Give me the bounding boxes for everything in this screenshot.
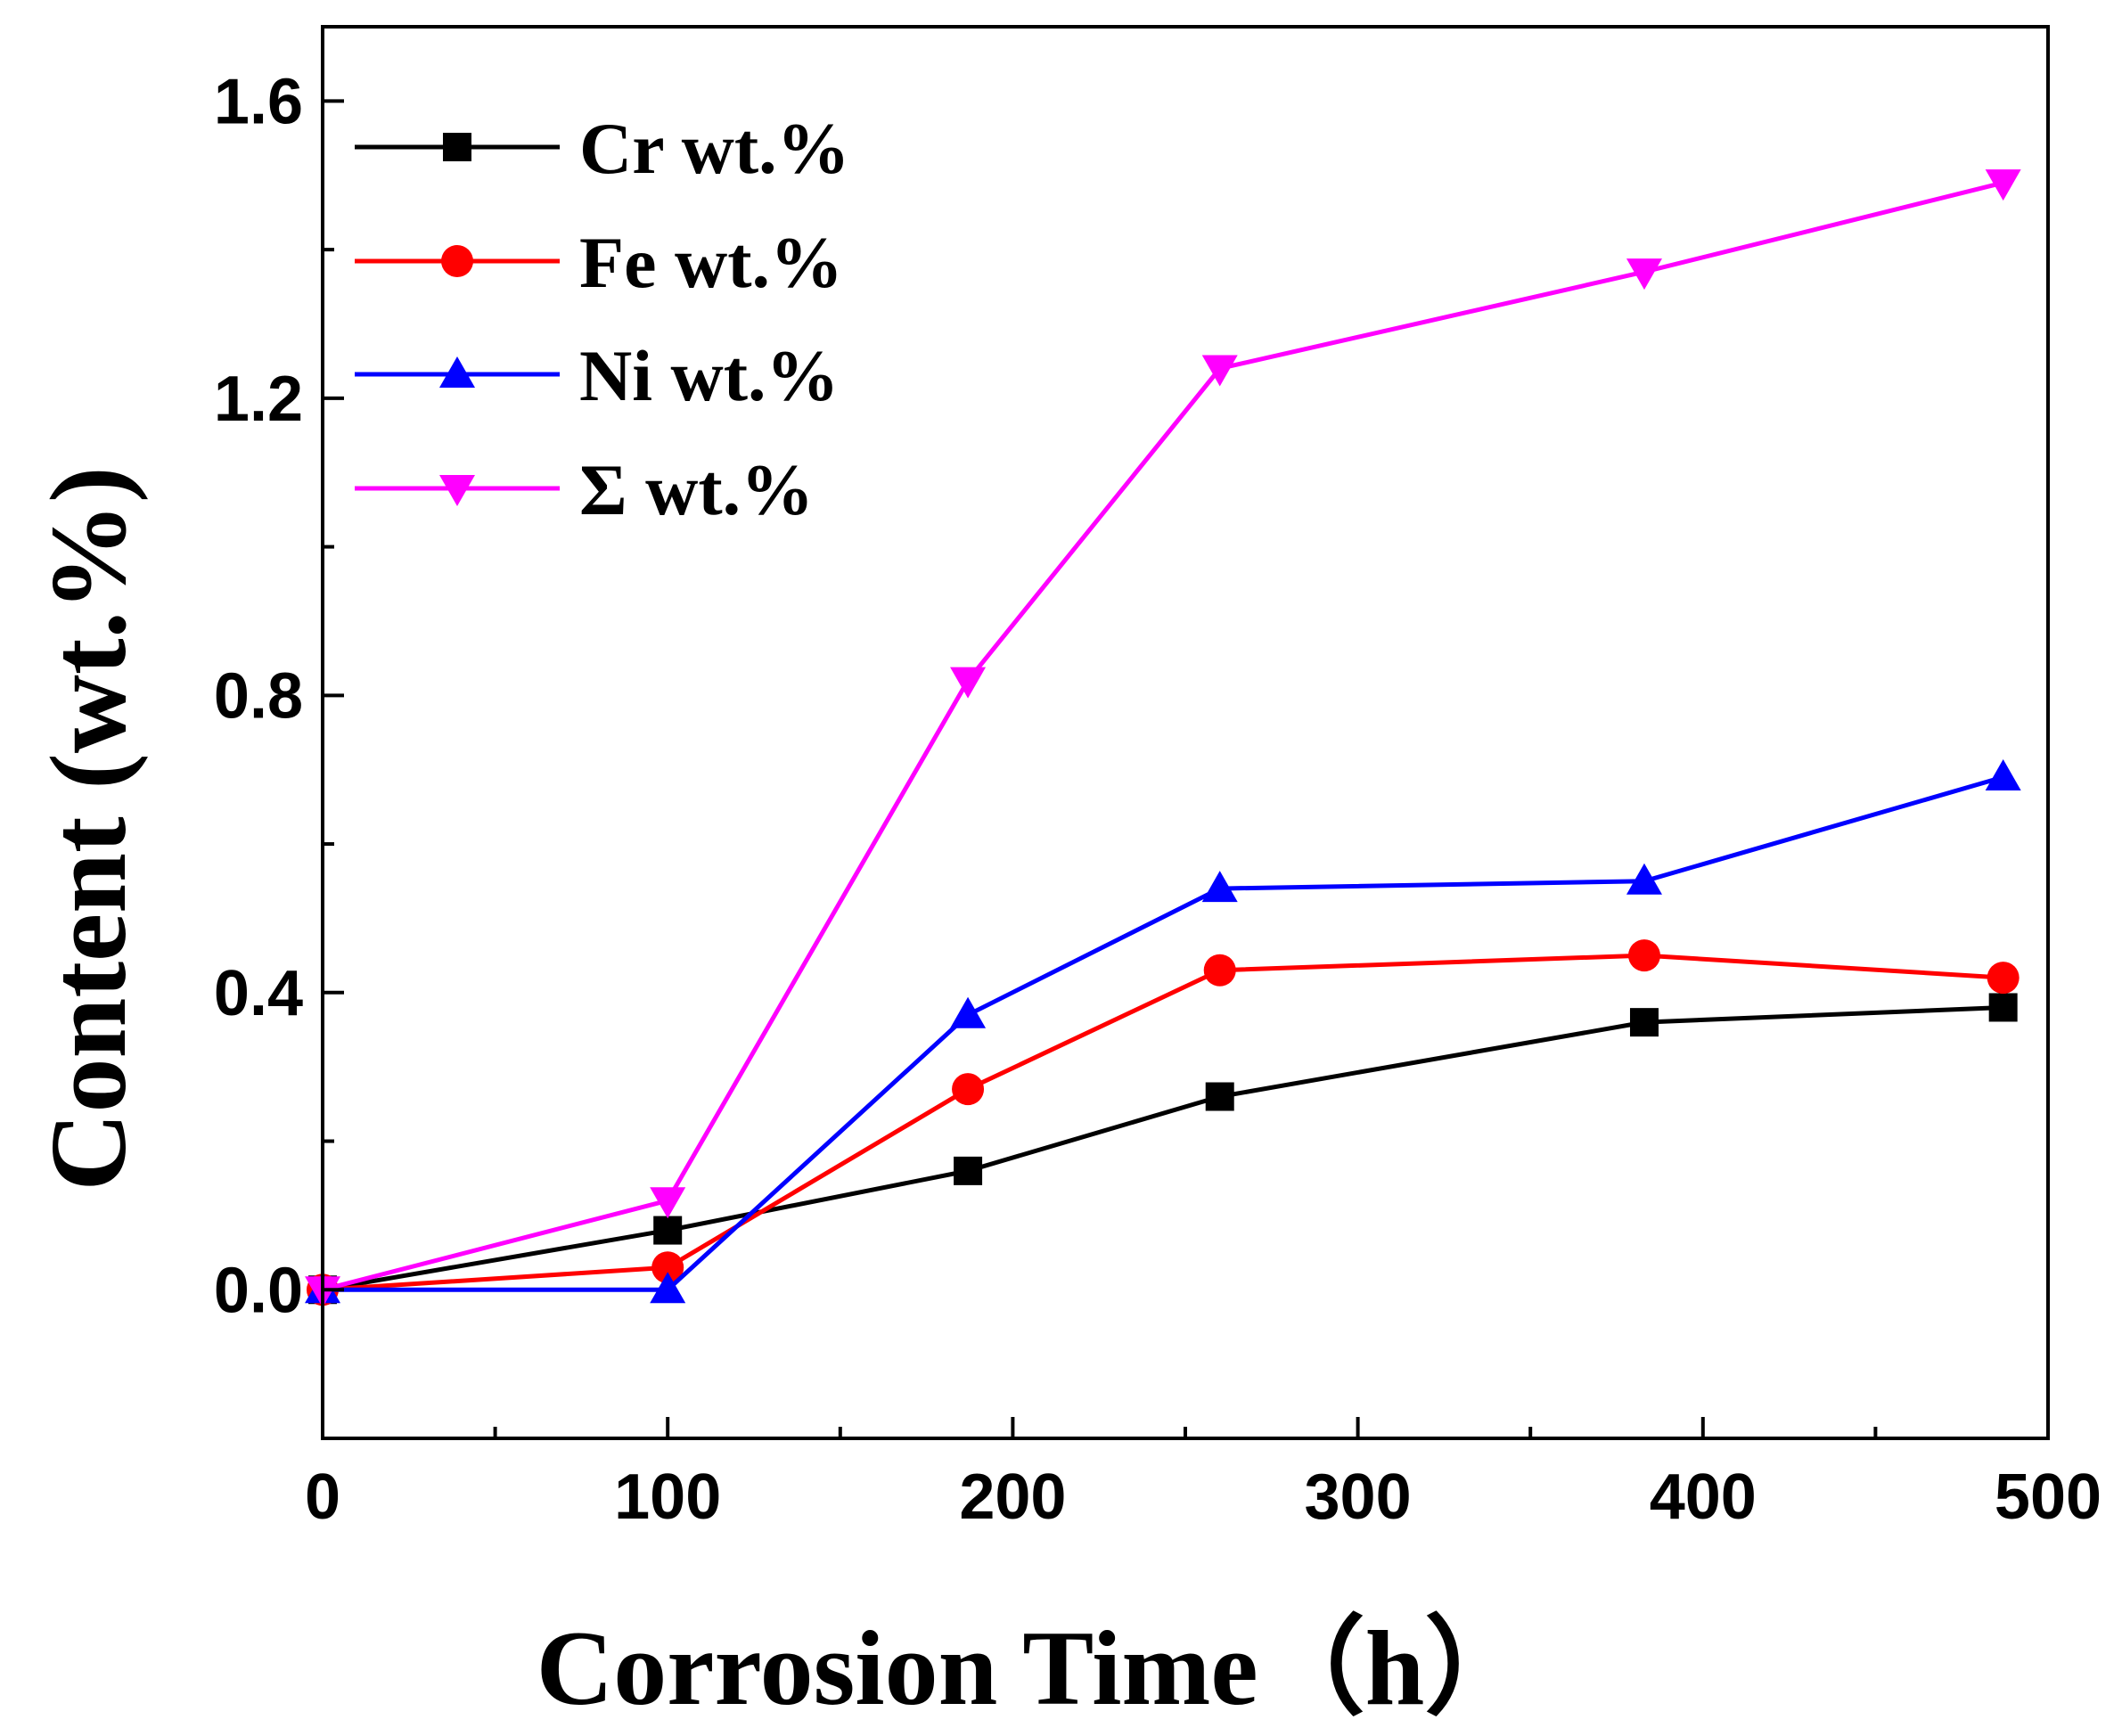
series-line	[322, 180, 2004, 1292]
data-point	[950, 667, 987, 699]
legend: Cr wt.% Fe wt.% Ni wt.% Σ wt.%	[355, 108, 850, 530]
x-axis-title: Corrosion Time（h）	[537, 1609, 1532, 1727]
data-point	[1985, 169, 2021, 201]
legend-item: Ni wt.%	[355, 335, 840, 416]
data-point	[650, 1187, 686, 1219]
data-point	[1627, 939, 1660, 972]
data-point	[954, 1156, 983, 1185]
y-tick-label: 0.8	[214, 660, 303, 732]
data-point	[1203, 954, 1236, 987]
y-tick-label: 1.6	[214, 66, 303, 137]
x-tick-label: 500	[1995, 1462, 2102, 1533]
legend-label: Fe wt.%	[579, 222, 843, 303]
y-tick-label: 0.4	[214, 958, 303, 1029]
data-point	[1201, 871, 1238, 903]
x-tick-label: 200	[959, 1462, 1066, 1533]
data-point	[1629, 1008, 1659, 1037]
data-point	[1205, 1082, 1234, 1111]
data-point	[650, 1272, 686, 1304]
legend-item: Fe wt.%	[355, 222, 843, 303]
series-1	[307, 939, 2020, 1306]
data-point	[653, 1216, 683, 1245]
legend-marker	[441, 245, 473, 277]
data-point	[1626, 258, 1662, 291]
legend-marker	[439, 356, 475, 388]
axis-ticks: 0 100 200 300 400 500 0.0 0.4 0.8 1.2 1.6	[214, 66, 2102, 1533]
data-point	[1987, 962, 2020, 995]
series-line	[322, 1004, 2003, 1292]
legend-label: Cr wt.%	[579, 108, 850, 189]
x-tick-label: 300	[1305, 1462, 1412, 1533]
series-2	[305, 759, 2021, 1304]
legend-marker	[439, 475, 475, 506]
x-tick-label: 100	[614, 1462, 721, 1533]
y-tick-label: 1.2	[214, 364, 303, 435]
legend-item: Cr wt.%	[355, 108, 850, 189]
y-tick-label: 0.0	[214, 1255, 303, 1326]
series-line	[322, 953, 2003, 1292]
data-point	[1626, 863, 1662, 895]
legend-item: Σ wt.%	[355, 449, 814, 530]
legend-label: Σ wt.%	[579, 449, 814, 530]
legend-marker	[443, 133, 471, 161]
data-point	[1988, 993, 2018, 1022]
series-0	[308, 993, 2018, 1305]
series-layer	[305, 169, 2021, 1308]
series-line	[323, 774, 2004, 1292]
data-point	[952, 1073, 985, 1106]
series-3	[305, 169, 2021, 1308]
data-point	[1201, 355, 1238, 387]
data-point	[651, 1251, 684, 1284]
data-point	[950, 996, 987, 1028]
data-point	[1985, 759, 2021, 791]
y-axis-title: Content (wt.%)	[29, 466, 149, 1191]
legend-label: Ni wt.%	[579, 335, 840, 416]
x-tick-label: 400	[1650, 1462, 1757, 1533]
x-tick-label: 0	[305, 1462, 340, 1533]
